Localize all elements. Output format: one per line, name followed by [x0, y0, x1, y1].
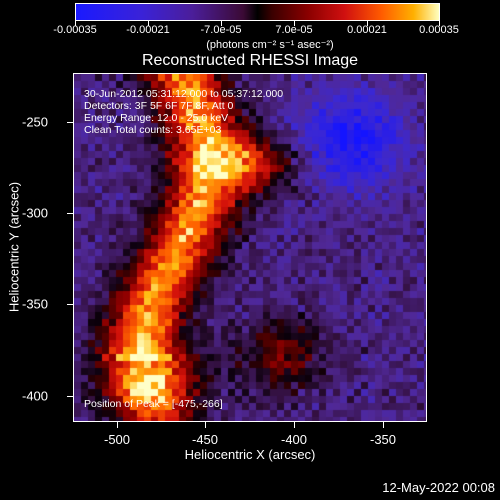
annotation-clean: Clean Total counts: 3.65E+03 — [84, 124, 222, 136]
colorbar-tick — [148, 21, 149, 26]
colorbar-tick — [294, 21, 295, 26]
y-tick — [67, 304, 73, 305]
y-tick-label: -350 — [22, 296, 49, 312]
x-tick-label: -450 — [191, 432, 219, 447]
x-tick-label: -400 — [280, 432, 308, 447]
y-tick-label: -400 — [22, 388, 49, 404]
x-tick — [383, 422, 384, 428]
colorbar-tick — [75, 21, 76, 26]
timestamp: 12-May-2022 00:08 — [382, 480, 495, 495]
x-tick — [117, 422, 118, 428]
y-tick — [67, 396, 73, 397]
colorbar-tick — [367, 21, 368, 26]
y-tick-label: -300 — [22, 205, 49, 221]
x-tick — [294, 422, 295, 428]
annotation-peak-position: Position of Peak = [-475,-266] — [84, 398, 223, 410]
x-tick-label: -350 — [369, 432, 397, 447]
image-title: Reconstructed RHESSI Image — [141, 52, 359, 69]
y-tick — [67, 213, 73, 214]
y-tick — [67, 122, 73, 123]
y-tick-label: -250 — [22, 114, 49, 130]
annotation-time-range: 30-Jun-2012 05:31:12.000 to 05:37:12.000 — [84, 88, 284, 100]
x-tick — [205, 422, 206, 428]
rhessi-heatmap — [74, 74, 426, 421]
y-axis-title: Heliocentric Y (arcsec) — [6, 181, 22, 313]
x-axis-title: Heliocentric X (arcsec) — [184, 447, 316, 462]
colorbar-label: -0.00021 — [126, 24, 170, 36]
colorbar-label: 7.0e-05 — [275, 24, 313, 36]
colorbar-unit: (photons cm⁻² s⁻¹ asec⁻²) — [206, 39, 334, 51]
colorbar-label: -0.00035 — [53, 24, 97, 36]
annotation-energy: Energy Range: 12.0 - 25.0 keV — [84, 112, 229, 124]
annotation-detectors: Detectors: 3F 5F 6F 7F 8F, Att 0 — [84, 100, 234, 112]
colorbar-label: 0.00035 — [419, 24, 459, 36]
colorbar-label: -7.0e-05 — [200, 24, 242, 36]
colorbar-tick — [221, 21, 222, 26]
colorbar-tick — [439, 21, 440, 26]
x-tick-label: -500 — [103, 432, 131, 447]
plot-area: 30-Jun-2012 05:31:12.000 to 05:37:12.000… — [73, 73, 427, 422]
colorbar — [75, 3, 440, 21]
colorbar-label: 0.00021 — [347, 24, 387, 36]
